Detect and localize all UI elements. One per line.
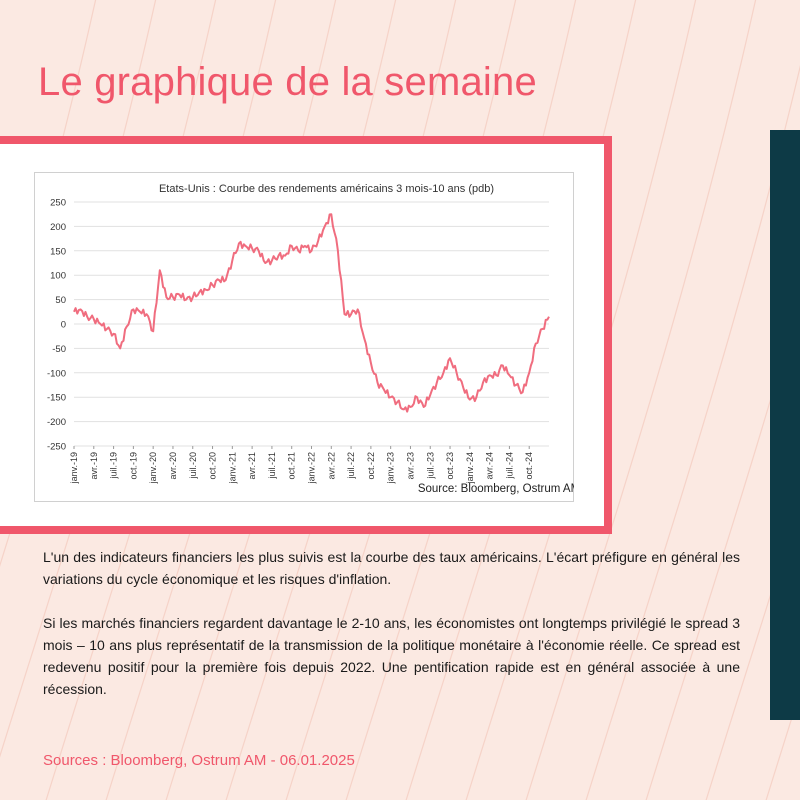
x-tick-label: oct.-23 <box>445 452 455 480</box>
x-tick-label: juil.-20 <box>188 452 198 480</box>
body-text: L'un des indicateurs financiers les plus… <box>43 546 740 722</box>
x-tick-label: oct.-21 <box>287 452 297 480</box>
y-tick-label: -250 <box>47 442 66 453</box>
y-tick-label: -50 <box>52 344 66 355</box>
yield-curve-chart: Etats-Unis : Courbe des rendements améri… <box>34 172 574 502</box>
x-tick-label: avr.-23 <box>405 452 415 480</box>
x-tick-label: oct.-20 <box>208 452 218 480</box>
body-paragraph-2: Si les marchés financiers regardent dava… <box>43 615 740 697</box>
chart-source-note: Source: Bloomberg, Ostrum AM <box>418 483 574 495</box>
x-tick-label: juil.-21 <box>267 452 277 480</box>
x-tick-label: avr.-20 <box>168 452 178 480</box>
x-tick-label: juil.-24 <box>504 452 514 480</box>
x-tick-label: oct.-24 <box>524 452 534 480</box>
sources-footer: Sources : Bloomberg, Ostrum AM - 06.01.2… <box>43 752 355 769</box>
x-tick-label: juil.-23 <box>425 452 435 480</box>
x-tick-label: juil.-19 <box>109 452 119 480</box>
y-tick-label: 250 <box>50 198 66 209</box>
y-tick-label: 0 <box>61 320 66 331</box>
x-tick-label: janv.-22 <box>307 452 317 484</box>
x-tick-label: avr.-19 <box>89 452 99 480</box>
side-bar <box>770 130 800 720</box>
y-tick-label: 200 <box>50 222 66 233</box>
x-tick-label: avr.-24 <box>485 452 495 480</box>
x-tick-label: janv.-23 <box>386 452 396 484</box>
x-tick-label: janv.-24 <box>465 452 475 484</box>
y-tick-label: 150 <box>50 246 66 257</box>
y-tick-label: 100 <box>50 271 66 282</box>
x-tick-label: janv.-21 <box>227 452 237 484</box>
body-paragraph-1: L'un des indicateurs financiers les plus… <box>43 549 740 587</box>
chart-frame: Etats-Unis : Courbe des rendements améri… <box>0 136 612 534</box>
y-tick-label: 50 <box>55 295 66 306</box>
x-tick-label: avr.-22 <box>326 452 336 480</box>
y-tick-label: -100 <box>47 368 66 379</box>
y-tick-label: -150 <box>47 393 66 404</box>
x-tick-label: janv.-19 <box>69 452 79 484</box>
x-tick-label: oct.-22 <box>366 452 376 480</box>
x-tick-label: janv.-20 <box>148 452 158 484</box>
x-tick-label: oct.-19 <box>128 452 138 480</box>
x-tick-label: juil.-22 <box>346 452 356 480</box>
y-tick-label: -200 <box>47 417 66 428</box>
series-line <box>73 213 550 413</box>
page-title: Le graphique de la semaine <box>38 60 537 104</box>
chart-title: Etats-Unis : Courbe des rendements améri… <box>159 183 494 195</box>
x-tick-label: avr.-21 <box>247 452 257 480</box>
